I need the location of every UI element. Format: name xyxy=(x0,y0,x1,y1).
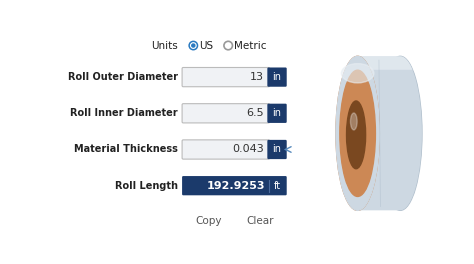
Ellipse shape xyxy=(336,56,379,210)
Polygon shape xyxy=(357,56,412,70)
Text: in: in xyxy=(273,108,282,118)
Ellipse shape xyxy=(350,113,357,130)
Text: 0.043: 0.043 xyxy=(232,144,264,154)
Ellipse shape xyxy=(346,101,365,169)
Text: 6.5: 6.5 xyxy=(246,108,264,118)
Text: Clear: Clear xyxy=(246,216,273,226)
Text: Roll Inner Diameter: Roll Inner Diameter xyxy=(70,108,178,118)
Ellipse shape xyxy=(336,56,379,210)
FancyBboxPatch shape xyxy=(182,68,270,87)
Text: 192.9253: 192.9253 xyxy=(207,181,265,191)
Text: Metric: Metric xyxy=(235,41,267,50)
Circle shape xyxy=(192,44,195,47)
Text: ft: ft xyxy=(273,181,281,191)
Text: Material Thickness: Material Thickness xyxy=(74,144,178,154)
Circle shape xyxy=(224,41,232,50)
Ellipse shape xyxy=(340,70,375,196)
Circle shape xyxy=(189,41,198,50)
Text: in: in xyxy=(273,144,282,154)
Ellipse shape xyxy=(341,64,374,83)
Text: in: in xyxy=(273,72,282,82)
FancyBboxPatch shape xyxy=(182,140,270,159)
Text: 13: 13 xyxy=(250,72,264,82)
Circle shape xyxy=(191,43,196,48)
FancyBboxPatch shape xyxy=(182,176,287,195)
FancyBboxPatch shape xyxy=(182,104,270,123)
Text: Roll Outer Diameter: Roll Outer Diameter xyxy=(68,72,178,82)
Text: Roll Length: Roll Length xyxy=(115,181,178,191)
FancyBboxPatch shape xyxy=(267,140,287,159)
Text: Units: Units xyxy=(151,41,178,50)
Text: Copy: Copy xyxy=(196,216,222,226)
FancyBboxPatch shape xyxy=(267,68,287,87)
FancyBboxPatch shape xyxy=(267,104,287,123)
Polygon shape xyxy=(357,56,422,210)
Ellipse shape xyxy=(379,56,422,210)
Text: US: US xyxy=(200,41,214,50)
